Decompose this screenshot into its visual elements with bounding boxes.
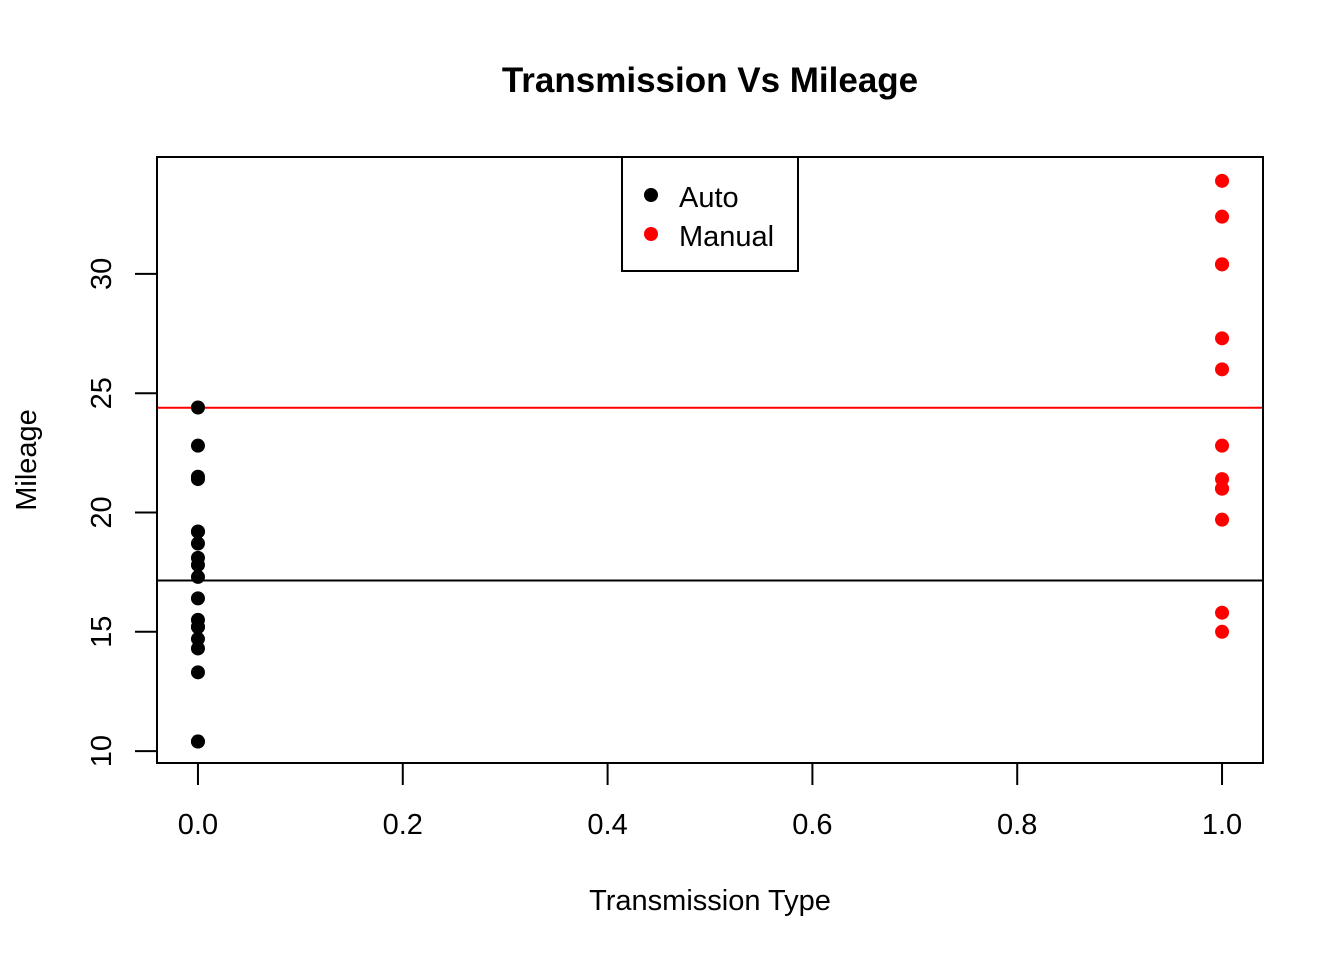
x-tick-label: 1.0 <box>1202 809 1242 841</box>
data-point-manual <box>1215 209 1230 224</box>
data-point-manual <box>1215 605 1230 620</box>
legend-box <box>621 156 799 272</box>
y-axis-label: Mileage <box>11 409 43 511</box>
legend-marker-auto <box>644 188 658 202</box>
x-axis-label: Transmission Type <box>589 885 831 917</box>
data-point-auto <box>190 438 205 453</box>
y-tick-label: 15 <box>86 616 118 648</box>
data-point-manual <box>1215 173 1230 188</box>
legend-label-auto: Auto <box>679 182 739 214</box>
data-point-auto <box>190 734 205 749</box>
data-point-auto <box>190 631 205 646</box>
data-point-manual <box>1215 512 1230 527</box>
data-point-manual <box>1215 257 1230 272</box>
data-point-manual <box>1215 362 1230 377</box>
data-point-manual <box>1215 438 1230 453</box>
data-point-auto <box>190 469 205 484</box>
data-point-manual <box>1215 331 1230 346</box>
y-tick-label: 20 <box>86 496 118 528</box>
x-tick-label: 0.8 <box>997 809 1037 841</box>
y-tick-label: 30 <box>86 258 118 290</box>
data-point-auto <box>190 591 205 606</box>
y-axis: 10 15 20 25 30 <box>86 258 158 767</box>
data-point-manual <box>1215 472 1230 487</box>
chart-title: Transmission Vs Mileage <box>502 61 918 100</box>
x-tick-label: 0.2 <box>383 809 423 841</box>
data-point-auto <box>190 569 205 584</box>
data-point-auto <box>190 557 205 572</box>
data-point-auto <box>190 524 205 539</box>
y-tick-label: 10 <box>86 735 118 767</box>
legend-marker-manual <box>644 227 658 241</box>
x-axis: 0.0 0.2 0.4 0.6 0.8 1.0 <box>178 762 1242 841</box>
legend-label-manual: Manual <box>679 221 774 253</box>
data-point-auto <box>190 536 205 551</box>
data-point-auto <box>190 665 205 680</box>
y-tick-label: 25 <box>86 377 118 409</box>
legend: Auto Manual <box>621 156 799 272</box>
x-tick-label: 0.6 <box>792 809 832 841</box>
data-point-auto <box>190 400 205 415</box>
x-tick-label: 0.4 <box>587 809 627 841</box>
plot-area <box>157 173 1263 749</box>
x-tick-label: 0.0 <box>178 809 218 841</box>
data-point-manual <box>1215 624 1230 639</box>
data-point-auto <box>190 620 205 635</box>
